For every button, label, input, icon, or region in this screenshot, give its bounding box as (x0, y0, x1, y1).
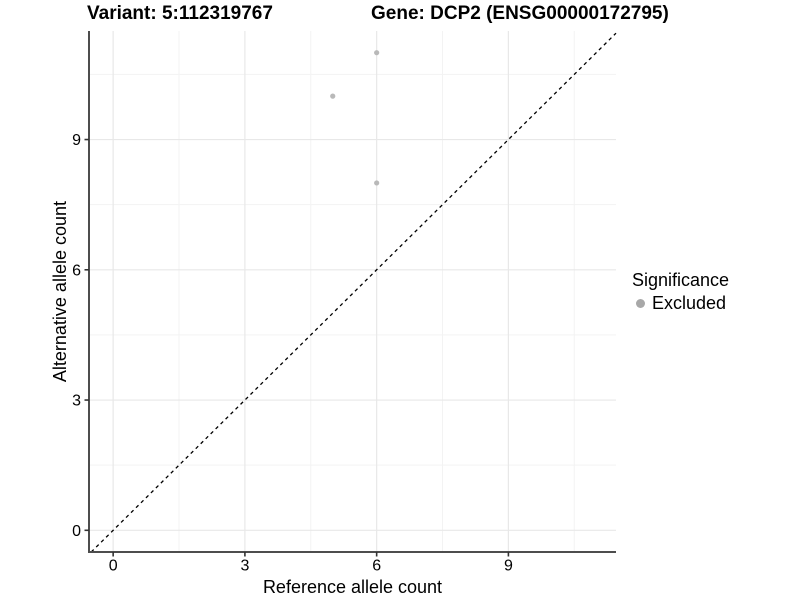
data-point (374, 50, 380, 56)
legend-key (632, 293, 652, 313)
data-point (330, 93, 336, 99)
legend: Significance Excluded (632, 269, 729, 314)
legend-entry-excluded: Excluded (632, 292, 729, 314)
y-tick-label: 3 (72, 393, 81, 410)
legend-entry-label: Excluded (652, 293, 727, 313)
legend-title: Significance (632, 270, 730, 290)
x-tick-label: 6 (372, 558, 381, 575)
plot-panel (89, 31, 616, 552)
y-axis-label-wrap: Alternative allele count (50, 31, 70, 552)
x-tick-label: 3 (240, 558, 249, 575)
x-tick-label: 0 (109, 558, 118, 575)
y-tick-label: 0 (72, 523, 81, 540)
y-tick-label: 6 (72, 262, 81, 279)
y-axis-label: Alternative allele count (49, 200, 70, 383)
y-tick-label: 9 (72, 132, 81, 149)
data-point (374, 180, 380, 186)
gene-title: Gene: DCP2 (ENSG00000172795) (371, 3, 669, 24)
x-tick-label: 9 (504, 558, 513, 575)
excluded-point-icon (636, 298, 645, 308)
x-axis-label: Reference allele count (262, 577, 443, 597)
variant-title: Variant: 5:112319767 (87, 3, 273, 24)
